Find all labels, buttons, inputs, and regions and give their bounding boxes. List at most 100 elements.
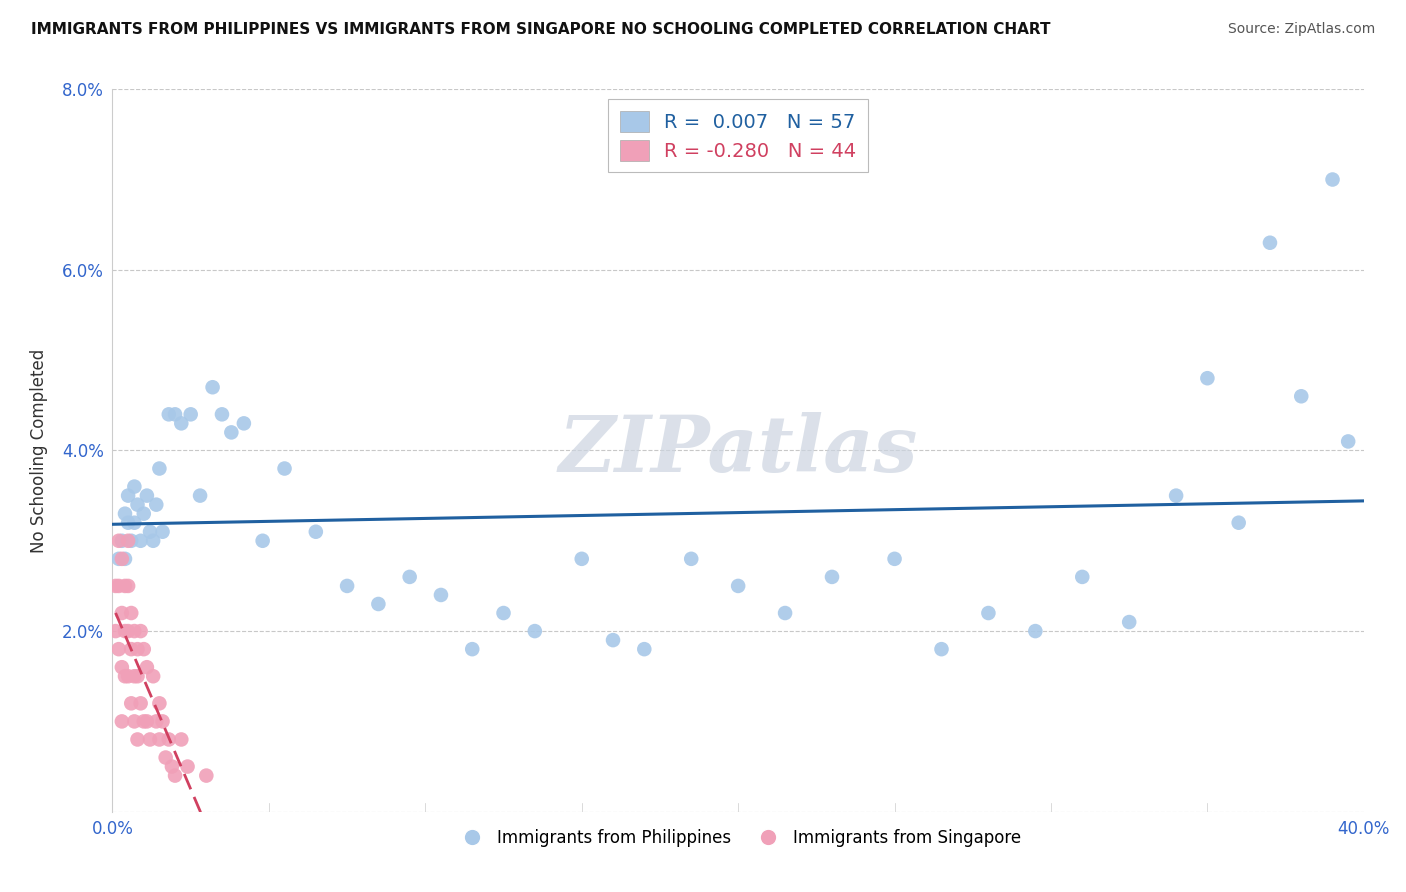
Point (201, 380, 224, 394)
Point (180, 407, 202, 421)
Point (273, 461, 295, 475)
Point (160, 759, 183, 773)
Point (129, 624, 152, 639)
Point (142, 533, 165, 548)
Text: ZIPatlas: ZIPatlas (558, 412, 918, 489)
Point (114, 669, 136, 683)
Point (681, 551, 703, 566)
Point (129, 696, 152, 710)
Y-axis label: No Schooling Completed: No Schooling Completed (31, 349, 48, 552)
Point (111, 660, 134, 674)
Point (1118, 615, 1140, 629)
Point (117, 533, 139, 548)
Point (176, 759, 198, 773)
Point (135, 714, 157, 729)
Point (931, 642, 953, 657)
Point (163, 407, 186, 421)
Point (727, 579, 749, 593)
Point (132, 642, 155, 657)
Point (336, 579, 359, 593)
Point (124, 516, 146, 530)
Point (135, 489, 157, 503)
Text: Source: ZipAtlas.com: Source: ZipAtlas.com (1227, 22, 1375, 37)
Point (107, 642, 129, 657)
Point (883, 551, 905, 566)
Point (107, 533, 129, 548)
Point (188, 489, 211, 503)
Point (124, 669, 146, 683)
Point (114, 579, 136, 593)
Point (1258, 235, 1281, 250)
Point (155, 750, 177, 764)
Point (977, 606, 1000, 620)
Point (232, 417, 254, 431)
Point (107, 551, 129, 566)
Point (1024, 624, 1046, 639)
Point (124, 624, 146, 639)
Point (111, 714, 134, 729)
Point (571, 551, 593, 566)
Point (104, 624, 127, 639)
Point (127, 498, 149, 512)
Point (145, 714, 167, 729)
Point (157, 732, 180, 747)
Point (367, 597, 389, 611)
Point (461, 642, 484, 657)
Point (124, 714, 146, 729)
Point (148, 461, 170, 475)
Point (120, 533, 142, 548)
Point (117, 579, 139, 593)
Point (117, 669, 139, 683)
Point (114, 624, 136, 639)
Point (157, 407, 180, 421)
Point (142, 669, 165, 683)
Point (1337, 434, 1360, 449)
Point (114, 507, 136, 521)
Point (111, 606, 134, 620)
Point (211, 407, 233, 421)
Text: IMMIGRANTS FROM PHILIPPINES VS IMMIGRANTS FROM SINGAPORE NO SCHOOLING COMPLETED : IMMIGRANTS FROM PHILIPPINES VS IMMIGRANT… (31, 22, 1050, 37)
Point (111, 533, 134, 548)
Point (821, 570, 844, 584)
Point (305, 524, 328, 539)
Point (139, 732, 162, 747)
Point (170, 732, 193, 747)
Point (120, 696, 142, 710)
Point (107, 579, 129, 593)
Point (135, 660, 157, 674)
Point (148, 696, 170, 710)
Point (127, 732, 149, 747)
Point (111, 551, 134, 566)
Point (124, 480, 146, 494)
Point (152, 714, 174, 729)
Point (221, 425, 243, 440)
Point (1166, 489, 1188, 503)
Point (1197, 371, 1219, 385)
Point (117, 489, 139, 503)
Point (139, 524, 162, 539)
Point (430, 588, 453, 602)
Point (398, 570, 420, 584)
Point (129, 533, 152, 548)
Point (148, 732, 170, 747)
Point (132, 507, 155, 521)
Point (132, 714, 155, 729)
Point (163, 769, 186, 783)
Point (104, 579, 127, 593)
Point (602, 633, 624, 648)
Point (127, 642, 149, 657)
Point (127, 669, 149, 683)
Point (152, 524, 174, 539)
Point (773, 606, 796, 620)
Point (114, 551, 136, 566)
Point (1071, 570, 1094, 584)
Point (117, 624, 139, 639)
Point (252, 533, 274, 548)
Point (195, 769, 218, 783)
Point (1291, 389, 1313, 403)
Point (145, 498, 167, 512)
Point (120, 606, 142, 620)
Point (523, 624, 546, 639)
Point (120, 642, 142, 657)
Point (1227, 516, 1250, 530)
